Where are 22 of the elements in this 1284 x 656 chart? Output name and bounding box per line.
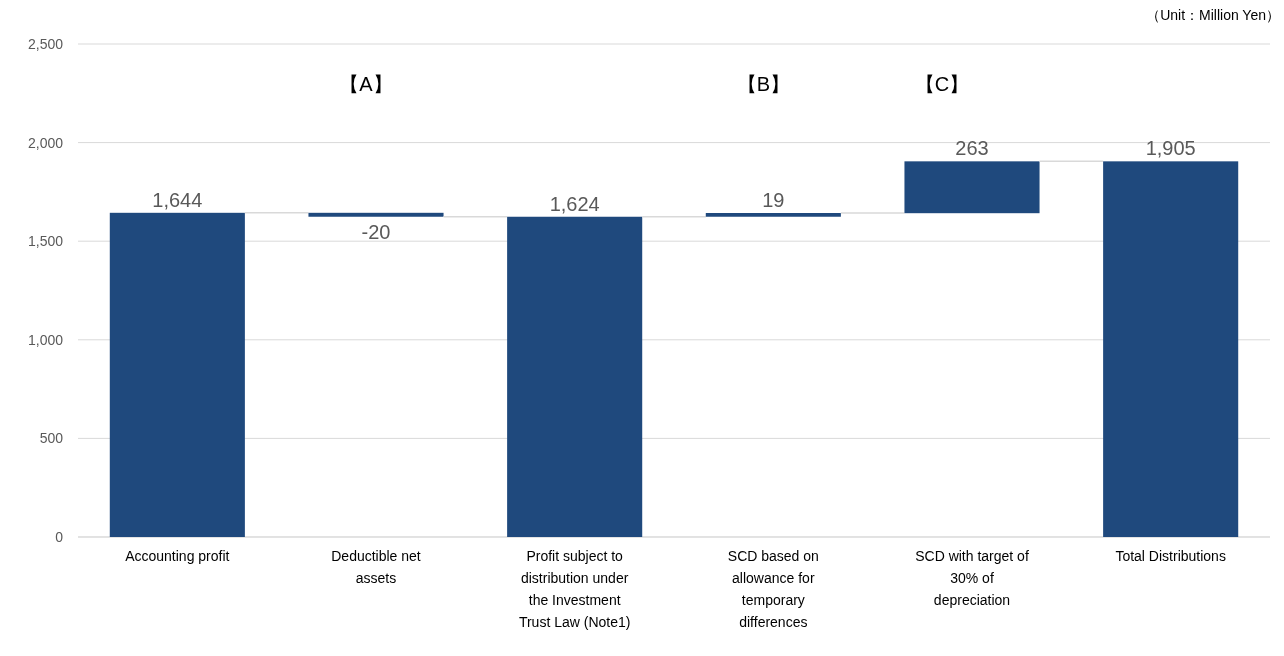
xtick: Accounting profit bbox=[125, 548, 230, 564]
annotation: 【C】 bbox=[914, 73, 970, 96]
data-label: 1,624 bbox=[549, 192, 600, 215]
xtick: SCD with target of 30% of depreciation bbox=[915, 548, 1029, 608]
ytick: 0 bbox=[55, 529, 63, 545]
ytick: 1,000 bbox=[27, 331, 63, 348]
ytick: 500 bbox=[39, 430, 63, 447]
xtick: SCD based on allowance for temporary differences bbox=[727, 548, 819, 630]
ytick: 2,500 bbox=[27, 36, 63, 52]
xtick: Profit subject to distribution under the Investment Trust Law (Note1) bbox=[518, 548, 631, 630]
data-label: 263 bbox=[955, 137, 989, 160]
annotation: 【B】 bbox=[736, 73, 790, 96]
data-label: 1,905 bbox=[1145, 137, 1196, 160]
annotation: 【A】 bbox=[339, 73, 393, 96]
xtick: Total Distributions bbox=[1115, 548, 1226, 564]
annotation: （Unit：Million Yen） bbox=[1146, 7, 1280, 23]
data-label: -20 bbox=[361, 220, 391, 243]
data-label: 1,644 bbox=[152, 188, 203, 211]
ytick: 1,500 bbox=[27, 233, 63, 250]
data-label: 19 bbox=[762, 189, 785, 211]
ytick: 2,000 bbox=[27, 134, 63, 151]
xtick: Deductible net assets bbox=[331, 548, 421, 586]
